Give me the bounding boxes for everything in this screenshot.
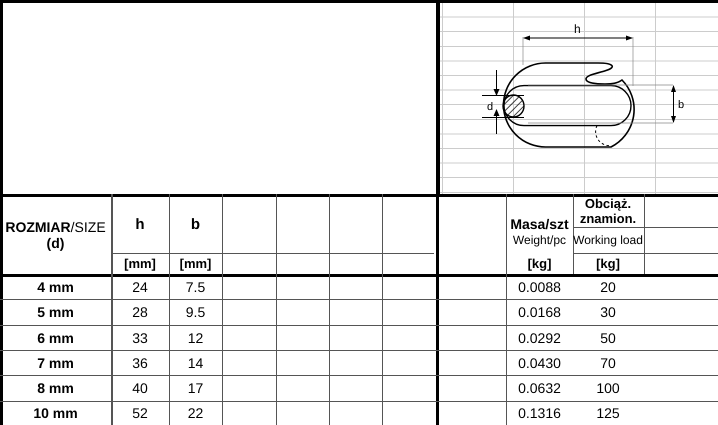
svg-text:h: h bbox=[574, 22, 581, 36]
svg-text:d: d bbox=[487, 101, 493, 113]
svg-text:b: b bbox=[678, 99, 684, 111]
